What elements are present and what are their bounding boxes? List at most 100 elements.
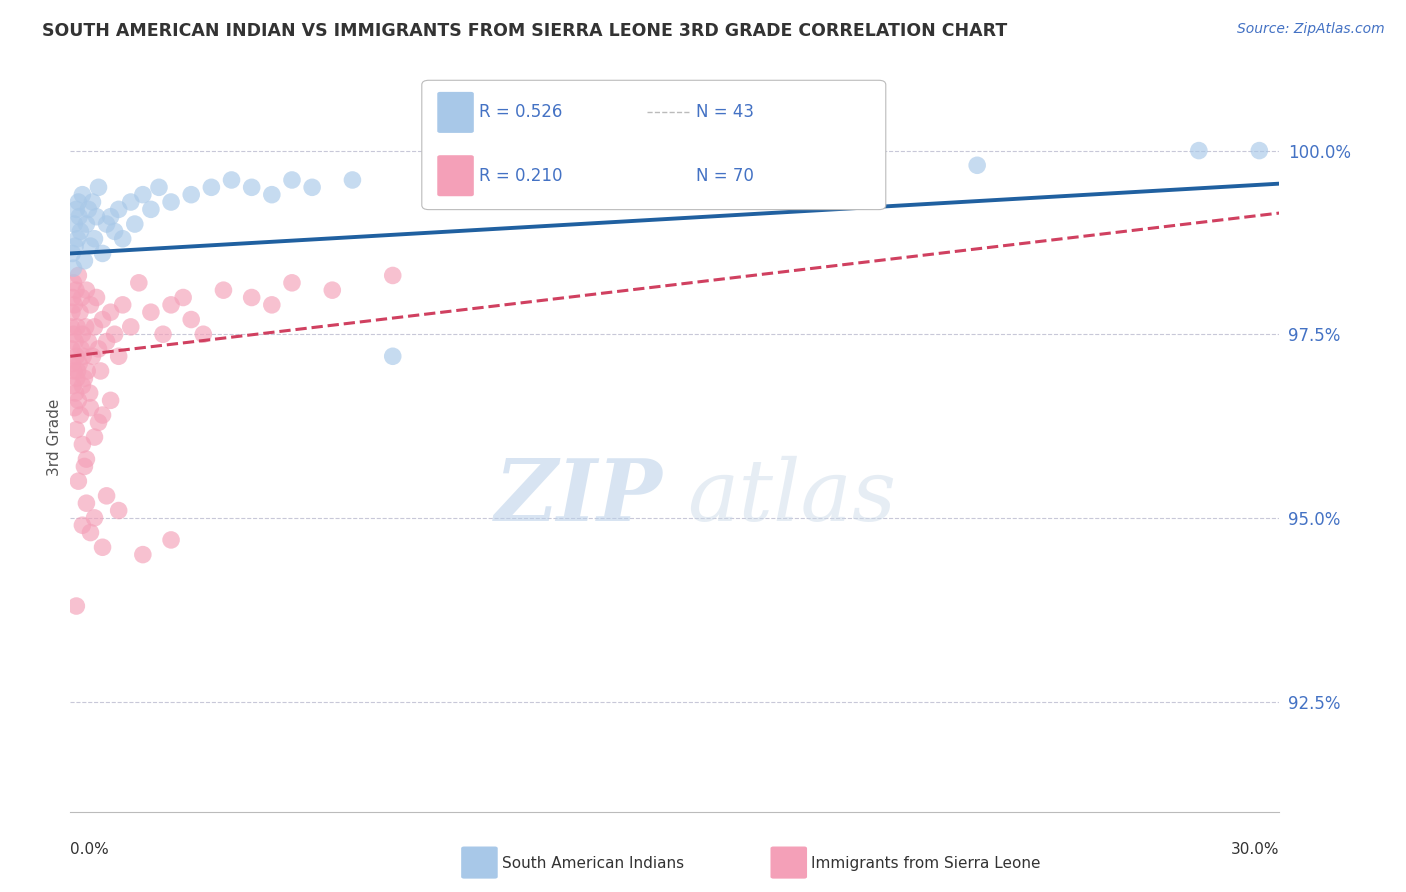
Point bbox=[67, 357, 90, 371]
Point bbox=[86, 210, 108, 224]
Point bbox=[65, 283, 87, 297]
Point bbox=[82, 194, 104, 209]
Point bbox=[180, 312, 202, 326]
Point bbox=[107, 503, 129, 517]
Point bbox=[75, 452, 97, 467]
Point bbox=[100, 393, 122, 408]
Point bbox=[62, 327, 84, 342]
Point bbox=[260, 298, 283, 312]
Point bbox=[79, 525, 101, 540]
Point bbox=[86, 291, 108, 305]
Point bbox=[281, 276, 304, 290]
Point bbox=[72, 437, 94, 451]
Point bbox=[62, 291, 84, 305]
Point bbox=[72, 518, 94, 533]
Point bbox=[63, 217, 86, 231]
Point bbox=[83, 319, 105, 334]
Text: 30.0%: 30.0% bbox=[1232, 842, 1279, 857]
Point bbox=[100, 305, 122, 319]
Point bbox=[66, 319, 89, 334]
Point bbox=[72, 327, 94, 342]
Point bbox=[60, 305, 83, 319]
Text: ZIP: ZIP bbox=[495, 455, 662, 539]
Point bbox=[87, 342, 110, 356]
Point bbox=[63, 334, 86, 349]
Text: N = 43: N = 43 bbox=[696, 103, 754, 121]
Point bbox=[381, 349, 404, 363]
Point bbox=[73, 371, 96, 385]
Point bbox=[172, 291, 194, 305]
Point bbox=[67, 210, 90, 224]
Point bbox=[240, 180, 263, 194]
Point bbox=[342, 173, 364, 187]
Point bbox=[65, 349, 87, 363]
Point bbox=[70, 291, 93, 305]
Point bbox=[124, 217, 146, 231]
Point bbox=[96, 334, 118, 349]
Point bbox=[107, 202, 129, 217]
Point bbox=[120, 194, 142, 209]
Text: N = 70: N = 70 bbox=[696, 167, 754, 185]
Point bbox=[63, 239, 86, 253]
Point bbox=[281, 173, 304, 187]
Point bbox=[160, 298, 183, 312]
Point bbox=[72, 378, 94, 392]
Point bbox=[240, 291, 263, 305]
Point bbox=[381, 268, 404, 283]
Point bbox=[65, 599, 87, 613]
Point bbox=[79, 401, 101, 415]
Text: 0.0%: 0.0% bbox=[70, 842, 110, 857]
Text: Source: ZipAtlas.com: Source: ZipAtlas.com bbox=[1237, 22, 1385, 37]
Point bbox=[96, 489, 118, 503]
Point bbox=[83, 511, 105, 525]
Point bbox=[72, 349, 94, 363]
Point bbox=[139, 202, 162, 217]
Point bbox=[60, 357, 83, 371]
Point bbox=[60, 342, 83, 356]
Point bbox=[1188, 144, 1211, 158]
Point bbox=[107, 349, 129, 363]
Point bbox=[72, 187, 94, 202]
Point bbox=[66, 232, 89, 246]
Point bbox=[160, 533, 183, 547]
Point bbox=[83, 430, 105, 444]
Text: SOUTH AMERICAN INDIAN VS IMMIGRANTS FROM SIERRA LEONE 3RD GRADE CORRELATION CHAR: SOUTH AMERICAN INDIAN VS IMMIGRANTS FROM… bbox=[42, 22, 1008, 40]
Point bbox=[128, 276, 150, 290]
Point bbox=[91, 541, 114, 555]
Point bbox=[111, 298, 134, 312]
Text: R = 0.526: R = 0.526 bbox=[479, 103, 562, 121]
Point bbox=[67, 194, 90, 209]
Point bbox=[104, 224, 127, 238]
Point bbox=[63, 364, 86, 378]
Point bbox=[75, 217, 97, 231]
Point bbox=[91, 408, 114, 422]
Point bbox=[180, 187, 202, 202]
Point bbox=[60, 319, 83, 334]
Point bbox=[91, 246, 114, 260]
Point bbox=[79, 239, 101, 253]
Point bbox=[120, 319, 142, 334]
Point bbox=[66, 364, 89, 378]
Point bbox=[67, 393, 90, 408]
Text: R = 0.210: R = 0.210 bbox=[479, 167, 562, 185]
Point bbox=[65, 202, 87, 217]
Point bbox=[139, 305, 162, 319]
Point bbox=[221, 173, 243, 187]
Point bbox=[67, 474, 90, 488]
Point bbox=[104, 327, 127, 342]
Point bbox=[63, 298, 86, 312]
Point bbox=[70, 342, 93, 356]
Point bbox=[79, 386, 101, 401]
Point bbox=[65, 386, 87, 401]
Point bbox=[77, 334, 100, 349]
Point bbox=[83, 232, 105, 246]
Point bbox=[77, 202, 100, 217]
Point bbox=[87, 180, 110, 194]
Point bbox=[96, 217, 118, 231]
Point bbox=[82, 349, 104, 363]
Point bbox=[73, 253, 96, 268]
Point bbox=[212, 283, 235, 297]
Point bbox=[62, 261, 84, 276]
Point bbox=[62, 378, 84, 392]
Point bbox=[69, 408, 91, 422]
